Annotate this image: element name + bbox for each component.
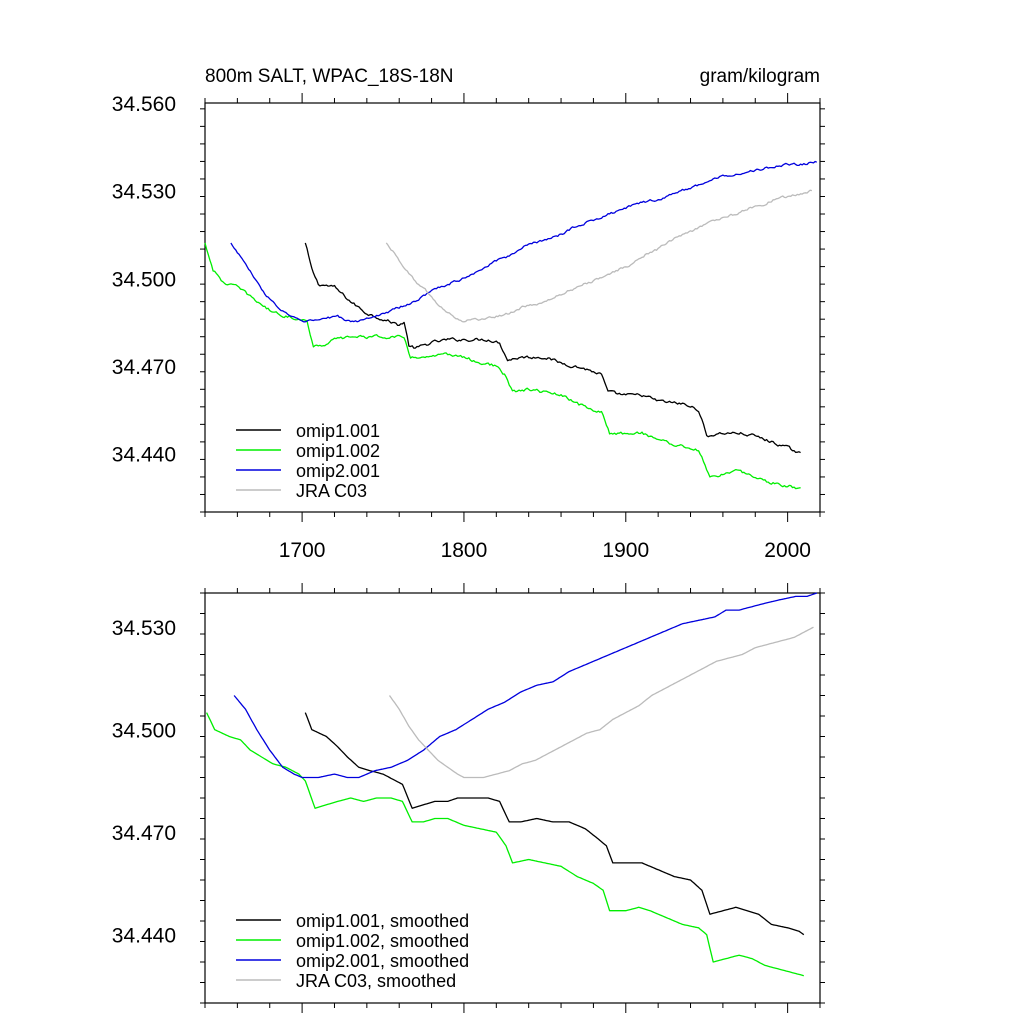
x-tick-label: 2000 — [764, 539, 811, 562]
top-panel: 800m SALT, WPAC_18S-18N gram/kilogram 17… — [112, 66, 825, 562]
panel-title: 800m SALT, WPAC_18S-18N — [205, 66, 454, 87]
legend-label: omip2.001 — [296, 461, 380, 481]
legend-label: omip2.001, smoothed — [296, 951, 469, 971]
series-line — [385, 189, 813, 323]
x-tick-label: 1800 — [441, 539, 488, 562]
y-tick-label: 34.470 — [112, 356, 176, 379]
y-tick-label: 34.500 — [112, 720, 176, 743]
legend-label: omip1.002, smoothed — [296, 931, 469, 951]
bottom-panel: 34.440 34.470 34.500 34.530 omip1.001, smoot… — [112, 583, 825, 1013]
legend-label: omip1.001 — [296, 421, 380, 441]
legend-label: omip1.001, smoothed — [296, 911, 469, 931]
y-tick-label: 34.470 — [112, 822, 176, 845]
x-tick-label: 1700 — [279, 539, 326, 562]
series-line — [304, 712, 805, 936]
y-tick-label: 34.530 — [112, 181, 176, 204]
series-line — [206, 712, 804, 977]
y-tick-label: 34.500 — [112, 268, 176, 291]
plot-frame — [204, 102, 821, 513]
series-line — [304, 242, 801, 454]
y-tick-label: 34.530 — [112, 617, 176, 640]
series-line — [233, 592, 818, 779]
series-line — [388, 626, 814, 779]
y-tick-label: 34.440 — [112, 925, 176, 948]
x-tick-label: 1900 — [602, 539, 649, 562]
units-label: gram/kilogram — [700, 66, 820, 87]
series-line — [230, 160, 818, 323]
series-line — [204, 242, 801, 490]
legend-label: JRA C03 — [296, 481, 367, 501]
y-tick-label: 34.440 — [112, 444, 176, 467]
y-tick-label: 34.560 — [112, 93, 176, 116]
legend-label: omip1.002 — [296, 441, 380, 461]
legend-label: JRA C03, smoothed — [296, 971, 456, 991]
